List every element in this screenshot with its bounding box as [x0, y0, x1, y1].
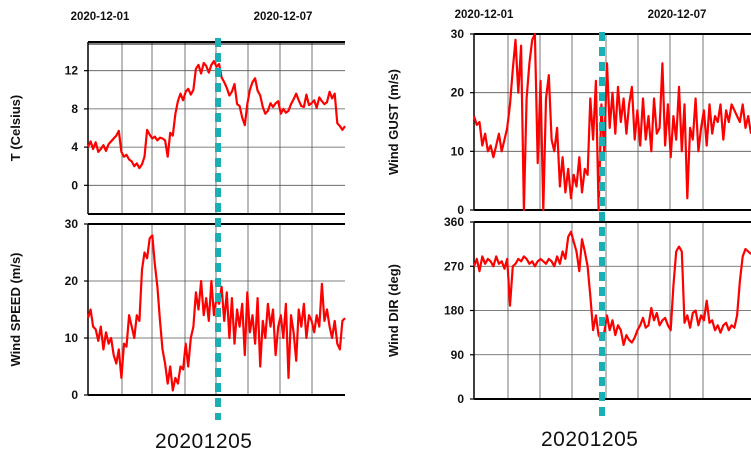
x-tick-label: 2020-12-01: [455, 9, 514, 21]
chart-panel-left-top: 0 4 8 12 2020-12-01 2020-12-07 T (Celsius): [8, 11, 346, 215]
x-tick-label: 2020-12-07: [648, 9, 707, 21]
y-tick-label: 10: [451, 144, 465, 158]
y-tick-label: 8: [71, 102, 78, 116]
y-tick-label: 180: [444, 304, 464, 318]
chart-panel-right-bottom: 0 90 180 270 360 Wind DIR (deg): [386, 215, 751, 406]
y-axis-label: Wind DIR (deg): [386, 264, 401, 357]
y-tick-label: 0: [457, 392, 464, 406]
y-tick-label: 360: [444, 215, 464, 229]
y-axis-label: T (Celsius): [8, 95, 23, 161]
y-tick-label: 30: [65, 217, 79, 231]
y-tick-label: 30: [451, 27, 465, 41]
y-axis-label: Wind SPEED (m/s): [8, 252, 23, 366]
event-date-label-right: 20201205: [541, 428, 639, 451]
series-line: [86, 60, 346, 170]
series-line: [472, 230, 751, 346]
y-tick-label: 0: [71, 178, 78, 192]
series-line: [472, 32, 751, 212]
event-date-label-left: 20201205: [155, 430, 253, 453]
y-tick-label: 0: [457, 203, 464, 217]
y-tick-label: 0: [71, 388, 78, 402]
y-tick-label: 90: [451, 348, 465, 362]
x-tick-label: 2020-12-07: [254, 11, 313, 23]
chart-panel-right-top: 0 10 20 30 2020-12-01 2020-12-07 Wind GUST (m/…: [386, 9, 751, 217]
y-tick-label: 20: [65, 274, 79, 288]
y-tick-label: 270: [444, 259, 464, 273]
y-tick-label: 12: [65, 64, 79, 78]
x-tick-label: 2020-12-01: [71, 11, 130, 23]
y-axis-label: Wind GUST (m/s): [386, 69, 401, 175]
y-tick-label: 20: [451, 86, 465, 100]
chart-panel-left-bottom: 0 10 20 30 Wind SPEED (m/s): [8, 217, 346, 402]
y-tick-label: 4: [71, 140, 78, 154]
y-tick-label: 10: [65, 331, 79, 345]
